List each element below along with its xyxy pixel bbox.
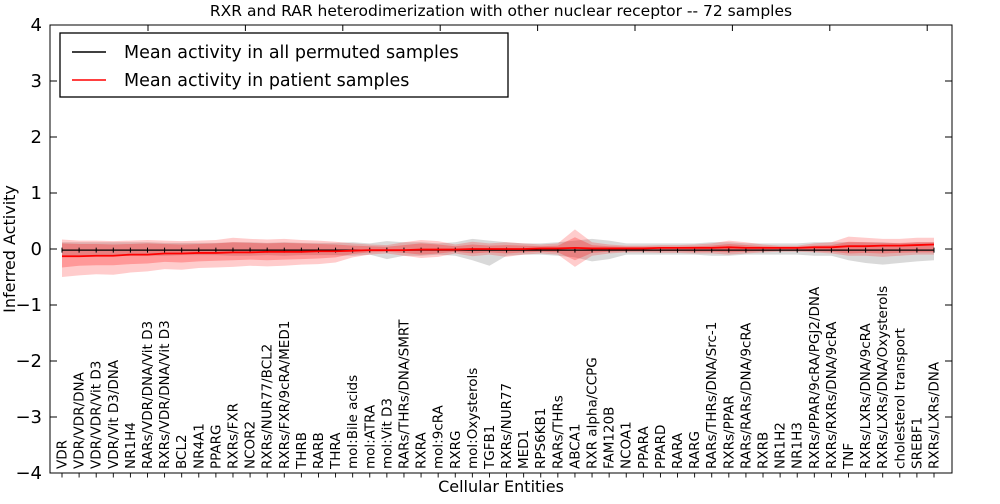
x-tick-label: THRA [328, 432, 344, 470]
x-tick-label: NR1H2 [773, 422, 789, 469]
x-tick-label: PPARA [636, 426, 652, 469]
legend-label-permuted: Mean activity in all permuted samples [124, 43, 459, 63]
x-tick-label: RARs/RARs/DNA/9cRA [738, 322, 754, 469]
x-tick-label: RARs/THRs/DNA/SMRT [396, 319, 412, 469]
x-tick-label: RARs/VDR/DNA/Vit D3 [140, 321, 156, 469]
x-tick-label: RPS6KB1 [533, 408, 549, 469]
y-tick-label: −4 [15, 463, 42, 484]
x-tick-label: RXRs/VDR/DNA/Vit D3 [157, 320, 173, 469]
x-tick-labels: VDR VDR/VDR/DNA VDR/VDR/Vit D3 VDR/Vit D3/D… [55, 286, 943, 470]
y-axis-label: Inferred Activity [0, 185, 19, 313]
x-tick-label: mol:ATRA [362, 404, 378, 469]
x-tick-label: THRB [294, 432, 310, 470]
y-tick-label: 4 [31, 15, 42, 36]
confidence-bands [62, 229, 934, 277]
x-tick-label: PPARD [653, 425, 669, 469]
x-tick-label: cholesterol transport [892, 328, 908, 469]
x-tick-label: RARB [311, 432, 327, 469]
x-tick-label: mol:Bile acids [345, 375, 361, 469]
x-axis-label: Cellular Entities [438, 477, 564, 496]
x-tick-label: TNF [841, 443, 857, 470]
x-tick-label: RARs/THRs [550, 395, 566, 469]
chart-title: RXR and RAR heterodimerization with othe… [210, 2, 792, 20]
x-tick-label: FAM120B [602, 407, 618, 469]
x-tick-label: RARA [670, 432, 686, 469]
patient-samples-range-outer-band [62, 229, 934, 277]
x-tick-label: VDR/VDR/Vit D3 [89, 361, 105, 469]
x-tick-label: RXRs/NUR77/BCL2 [260, 344, 276, 469]
x-tick-label: RARs/THRs/DNA/Src-1 [704, 322, 720, 469]
x-tick-label: mol:9cRA [431, 404, 447, 469]
x-tick-label: ABCA1 [567, 423, 583, 469]
y-tick-label: 2 [31, 127, 42, 148]
x-tick-label: RXRs/PPAR [721, 395, 737, 469]
x-tick-label: NR1H4 [123, 422, 139, 469]
x-tick-label: RXRs/PPAR/9cRA/PGJ2/DNA [807, 286, 823, 469]
x-tick-label: mol:Oxysterols [465, 368, 481, 469]
y-tick-label: 0 [31, 239, 42, 260]
x-tick-label: VDR/VDR/DNA [72, 371, 88, 469]
x-tick-label: VDR [55, 440, 71, 469]
permuted-samples-range-band [62, 238, 934, 266]
x-tick-label: NCOA1 [619, 421, 635, 469]
x-tick-label: SREBF1 [909, 417, 925, 469]
plot-frame [49, 24, 953, 474]
x-tick-label: MED1 [516, 430, 532, 469]
x-tick-label: RXRs/NUR77 [499, 383, 515, 469]
x-tick-label: BCL2 [174, 434, 190, 469]
x-tick-label: mol:Vit D3 [379, 398, 395, 469]
legend-label-patient: Mean activity in patient samples [124, 71, 409, 91]
x-tick-label: NCOR2 [243, 421, 259, 469]
patient-samples-range-inner-band [62, 237, 934, 268]
axes-ticks: 4 3 2 1 0 −1 −2 −3 −4 [15, 15, 952, 484]
y-tick-label: −1 [15, 295, 42, 316]
y-tick-label: 1 [31, 183, 42, 204]
mean-lines [61, 243, 935, 258]
y-tick-label: 3 [31, 71, 42, 92]
x-tick-label: RXRG [448, 431, 464, 469]
x-tick-label: VDR/Vit D3/DNA [106, 359, 122, 469]
x-tick-label: RXRs/FXR [225, 403, 241, 469]
x-tick-label: RXRA [414, 432, 430, 469]
x-tick-label: RXRB [756, 432, 772, 469]
x-tick-label: RXRs/LXRs/DNA/9cRA [858, 323, 874, 469]
x-tick-label: RXRs/RXRs/DNA/9cRA [824, 321, 840, 469]
x-tick-label: TGFB1 [482, 425, 498, 470]
x-tick-label: RXR alpha/CCPG [585, 357, 601, 469]
y-tick-label: −2 [15, 351, 42, 372]
x-tick-label: NR1H3 [790, 422, 806, 469]
x-tick-label: RXRs/LXRs/DNA [927, 361, 943, 469]
x-tick-label: RXRs/FXR/9cRA/MED1 [277, 321, 293, 469]
x-tick-label: RXRs/LXRs/DNA/Oxysterols [875, 286, 891, 469]
mean-line [62, 243, 935, 258]
legend: Mean activity in all permuted samples Me… [59, 32, 509, 98]
y-tick-label: −3 [15, 407, 42, 428]
x-tick-label: PPARG [208, 425, 224, 470]
x-tick-label: RARG [687, 431, 703, 469]
x-tick-label: NR4A1 [191, 423, 207, 469]
legend-box [59, 32, 509, 98]
